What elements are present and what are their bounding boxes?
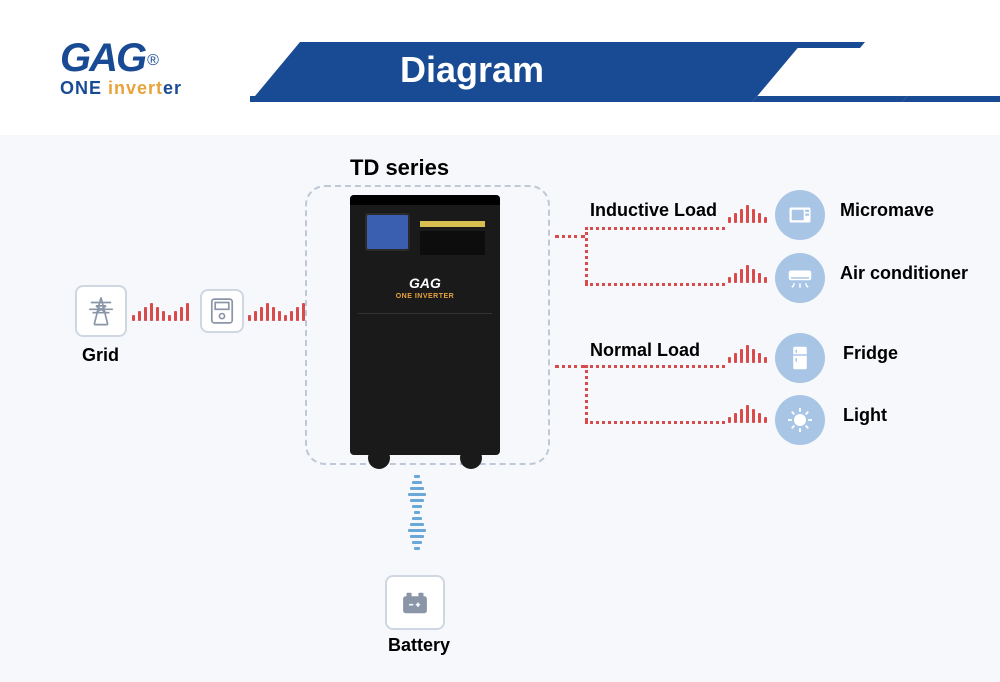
connector-line: [585, 365, 725, 368]
logo-registered: ®: [147, 52, 159, 69]
fridge-label: Fridge: [843, 343, 898, 364]
battery-icon: [398, 586, 432, 620]
light-label: Light: [843, 405, 887, 426]
meter-node: [200, 289, 244, 333]
connector-line: [585, 227, 588, 283]
wheel-icon: [368, 447, 390, 469]
normal-load-label: Normal Load: [590, 340, 700, 361]
signal-inductive-1: [728, 205, 767, 223]
inverter-display-panel: [365, 213, 410, 251]
connector-line: [585, 365, 588, 421]
microwave-label: Micromave: [840, 200, 934, 221]
inverter-device: GAG ONE INVERTER: [350, 195, 500, 455]
signal-meter-inverter: [248, 303, 305, 321]
connector-line: [585, 283, 725, 286]
microwave-node: [775, 190, 825, 240]
brand-logo: GAG® ONE inverter: [60, 40, 240, 99]
inductive-load-label: Inductive Load: [590, 200, 717, 221]
ac-unit-icon: [785, 263, 815, 293]
product-series-label: TD series: [350, 155, 449, 181]
connector-line: [585, 227, 725, 230]
ac-label: Air conditioner: [840, 263, 968, 284]
microwave-icon: [785, 200, 815, 230]
inverter-sublogo: ONE INVERTER: [350, 293, 500, 300]
battery-label: Battery: [388, 635, 450, 656]
logo-mark: GAG: [60, 36, 145, 80]
grid-label: Grid: [82, 345, 119, 366]
signal-inductive-2: [728, 265, 767, 283]
inverter-logo: GAG: [350, 275, 500, 291]
fridge-icon: [785, 343, 815, 373]
logo-subtitle: ONE inverter: [60, 78, 240, 99]
meter-icon: [205, 294, 239, 328]
connector-line: [585, 421, 725, 424]
connector-line: [555, 365, 585, 368]
power-tower-icon: [84, 294, 118, 328]
light-bulb-icon: [785, 405, 815, 435]
grid-node: [75, 285, 127, 337]
ac-node: [775, 253, 825, 303]
signal-normal-2: [728, 405, 767, 423]
signal-battery-inverter: [408, 475, 426, 550]
header: GAG® ONE inverter Diagram: [0, 0, 1000, 125]
signal-grid-meter: [132, 303, 189, 321]
light-node: [775, 395, 825, 445]
wheel-icon: [460, 447, 482, 469]
banner-underline: [250, 96, 1000, 102]
connector-line: [555, 235, 585, 238]
battery-node: [385, 575, 445, 630]
fridge-node: [775, 333, 825, 383]
page-title: Diagram: [400, 49, 544, 91]
diagram: TD series GAG ONE INVERTER Grid: [0, 135, 1000, 682]
signal-normal-1: [728, 345, 767, 363]
